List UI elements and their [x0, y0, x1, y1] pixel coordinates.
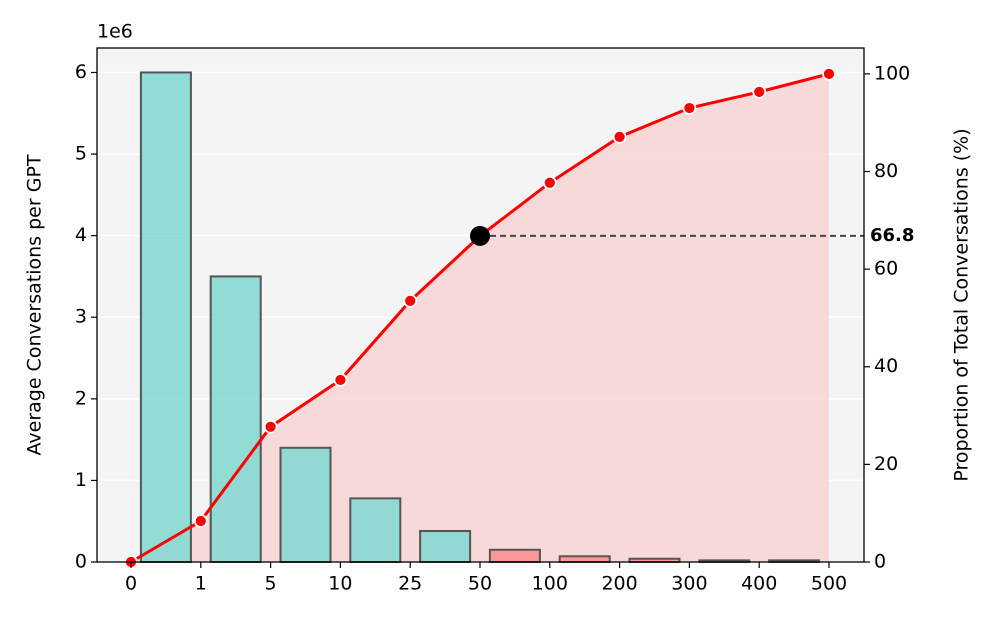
x-tick-label: 100 — [532, 573, 568, 595]
line-marker — [682, 101, 697, 115]
y-tick-label: 6 — [75, 61, 87, 83]
x-tick-label: 10 — [328, 573, 352, 595]
x-tick-label: 5 — [265, 573, 277, 595]
line-marker — [822, 66, 836, 81]
x-tick-label: 200 — [601, 573, 637, 595]
y-tick-label: 0 — [75, 551, 87, 573]
bar — [488, 548, 541, 563]
y-offset-label: 1e6 — [97, 21, 133, 43]
x-tick-label: 500 — [811, 573, 847, 595]
y2-tick-label: 0 — [874, 551, 886, 573]
line-area — [131, 73, 829, 562]
x-tick-label: 1 — [195, 573, 207, 595]
x-tick-label: 25 — [398, 573, 422, 595]
x-tick-label: 300 — [671, 573, 707, 595]
line-marker — [263, 419, 278, 434]
bar — [279, 446, 332, 563]
x-tick-label: 0 — [125, 573, 137, 595]
line-marker — [333, 373, 348, 387]
y2-tick-label: 80 — [874, 160, 898, 182]
line-marker — [193, 514, 208, 528]
line-marker — [752, 85, 767, 99]
highlight-marker — [470, 225, 490, 246]
highlight-label: 66.8 — [870, 225, 914, 246]
line-marker — [403, 293, 418, 308]
bar — [419, 529, 472, 563]
line-marker — [542, 175, 557, 190]
y-tick-label: 2 — [75, 387, 87, 409]
bar — [349, 497, 402, 564]
x-tick-label: 50 — [468, 573, 492, 595]
bar — [139, 71, 192, 563]
y-tick-label: 3 — [75, 306, 87, 328]
y2-tick-label: 20 — [874, 453, 898, 475]
bar — [209, 275, 262, 563]
bar — [558, 555, 611, 563]
line-marker — [612, 129, 627, 144]
plot-layer — [97, 66, 864, 569]
y-tick-label: 1 — [75, 469, 87, 491]
y-axis-label: Average Conversations per GPT — [24, 154, 46, 455]
y2-tick-label: 60 — [874, 258, 898, 280]
y2-tick-label: 40 — [874, 355, 898, 377]
y-tick-label: 4 — [75, 224, 87, 246]
x-tick-label: 400 — [741, 573, 777, 595]
y2-axis-label: Proportion of Total Conversations (%) — [951, 128, 973, 481]
y-tick-label: 5 — [75, 143, 87, 165]
y2-tick-label: 100 — [874, 62, 910, 84]
